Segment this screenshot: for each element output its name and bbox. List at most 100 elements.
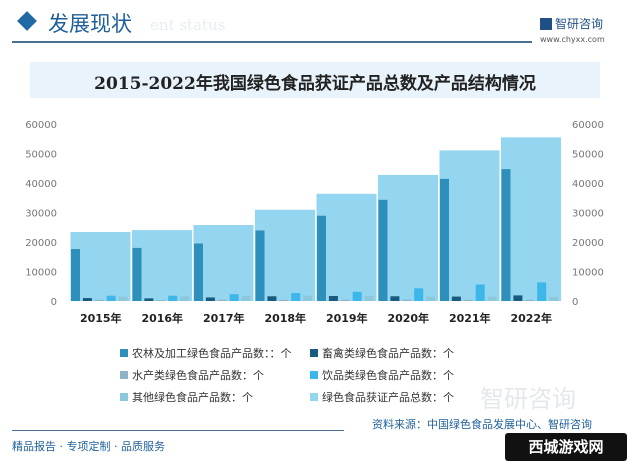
header-subtitle: ent status <box>150 16 226 34</box>
legend-swatch <box>310 393 318 401</box>
legend-label: 饮品类绿色食品产品数：个 <box>322 369 454 382</box>
source-note: 资料来源：中国绿色食品发展中心、智研咨询 <box>372 418 592 431</box>
bar-series-3 <box>106 295 116 301</box>
bar-series-0 <box>132 247 142 301</box>
y-tick-left: 50000 <box>25 150 57 161</box>
legend-label: 畜禽类绿色食品产品数：个 <box>322 347 454 360</box>
brand-logo: 智研咨询 <box>540 15 603 32</box>
y-tick-right: 20000 <box>572 238 604 249</box>
bar-series-4 <box>549 296 559 301</box>
legend-item: 绿色食品获证产品总数：个 <box>310 389 454 405</box>
bar-total <box>316 193 377 301</box>
bar-series-2 <box>525 299 535 301</box>
bar-series-4 <box>241 295 251 301</box>
bar-series-2 <box>156 300 166 301</box>
bar-series-1 <box>513 295 523 301</box>
bar-total <box>439 150 500 301</box>
header-title: 发展现状 <box>48 12 132 36</box>
bar-series-0 <box>194 243 203 301</box>
y-tick-left: 40000 <box>25 179 57 190</box>
y-tick-left: 0 <box>51 297 57 308</box>
x-tick-label: 2015年 <box>80 311 122 325</box>
logo-icon <box>540 18 552 30</box>
logo-text: 智研咨询 <box>555 17 604 31</box>
bar-series-4 <box>426 296 436 301</box>
footer-divider <box>12 430 344 431</box>
y-tick-left: 20000 <box>25 238 57 249</box>
x-tick-label: 2019年 <box>326 311 368 325</box>
bar-total <box>255 209 315 301</box>
bar-series-3 <box>475 284 485 301</box>
bar-series-0 <box>255 230 265 301</box>
legend-item: 其他绿色食品产品数：个 <box>120 389 253 405</box>
bar-total <box>378 174 438 301</box>
legend-item: 农林及加工绿色食品产品数：：个 <box>120 345 292 361</box>
bar-series-1 <box>267 296 277 301</box>
legend-swatch <box>120 349 128 357</box>
x-tick-label: 2020年 <box>387 311 429 325</box>
x-tick-label: 2017年 <box>203 311 245 325</box>
legend-item: 水产类绿色食品产品数：个 <box>120 367 264 383</box>
y-tick-left: 30000 <box>25 209 57 220</box>
legend-label: 农林及加工绿色食品产品数：：个 <box>132 347 292 360</box>
bar-series-3 <box>414 288 424 301</box>
y-tick-right: 40000 <box>572 179 604 190</box>
bar-total <box>501 137 561 301</box>
bar-series-0 <box>71 249 80 301</box>
legend-swatch <box>120 371 128 379</box>
y-tick-right: 30000 <box>572 209 604 220</box>
bar-series-3 <box>229 294 239 301</box>
legend-swatch <box>310 371 318 379</box>
footer-tagline: 精品报告 · 专项定制 · 品质服务 <box>12 440 165 453</box>
bar-series-4 <box>180 296 190 301</box>
bar-series-0 <box>317 215 326 301</box>
legend-label: 绿色食品获证产品总数：个 <box>322 391 454 404</box>
legend-item: 畜禽类绿色食品产品数：个 <box>310 345 454 361</box>
bar-series-0 <box>501 169 511 301</box>
bar-series-1 <box>390 296 400 301</box>
legend-label: 其他绿色食品产品数：个 <box>132 391 253 404</box>
chart-title-box: 2015-2022年我国绿色食品获证产品总数及产品结构情况 <box>30 62 600 98</box>
bar-series-3 <box>291 293 301 301</box>
bar-series-4 <box>487 296 497 301</box>
bar-series-1 <box>328 295 338 301</box>
bar-series-2 <box>402 299 412 301</box>
legend-swatch <box>120 393 128 401</box>
x-tick-label: 2021年 <box>449 311 491 325</box>
chart-title: 2015-2022年我国绿色食品获证产品总数及产品结构情况 <box>94 74 536 94</box>
bar-series-1 <box>205 297 215 301</box>
bar-series-3 <box>352 291 362 301</box>
watermark-logo: 智研咨询 <box>480 385 576 413</box>
bar-series-0 <box>378 199 388 301</box>
header-divider <box>12 41 532 43</box>
bar-series-2 <box>279 299 289 301</box>
y-tick-right: 10000 <box>572 268 604 279</box>
bar-series-0 <box>440 178 449 301</box>
site-badge: 西城游戏网 <box>505 433 627 461</box>
bar-series-2 <box>340 299 350 301</box>
brand-url: www.chyxx.com <box>540 35 605 44</box>
legend-label: 水产类绿色食品产品数：个 <box>132 369 264 382</box>
bar-total <box>70 232 131 301</box>
bar-series-1 <box>144 298 154 301</box>
x-tick-label: 2016年 <box>141 311 183 325</box>
bar-series-3 <box>168 295 178 301</box>
bar-series-3 <box>537 282 547 301</box>
y-tick-right: 50000 <box>572 150 604 161</box>
bar-series-2 <box>217 299 227 301</box>
bar-series-4 <box>364 295 374 301</box>
legend-swatch <box>310 349 318 357</box>
y-tick-right: 60000 <box>572 120 604 131</box>
y-tick-right: 0 <box>572 297 578 308</box>
legend-item: 饮品类绿色食品产品数：个 <box>310 367 454 383</box>
bar-series-2 <box>94 299 104 301</box>
y-tick-left: 60000 <box>25 120 57 131</box>
x-tick-label: 2018年 <box>264 311 306 325</box>
bar-total <box>193 225 254 301</box>
bar-series-2 <box>463 299 473 301</box>
bar-total <box>132 230 192 301</box>
bar-series-1 <box>451 296 461 301</box>
y-tick-left: 10000 <box>25 268 57 279</box>
x-tick-label: 2022年 <box>510 311 552 325</box>
